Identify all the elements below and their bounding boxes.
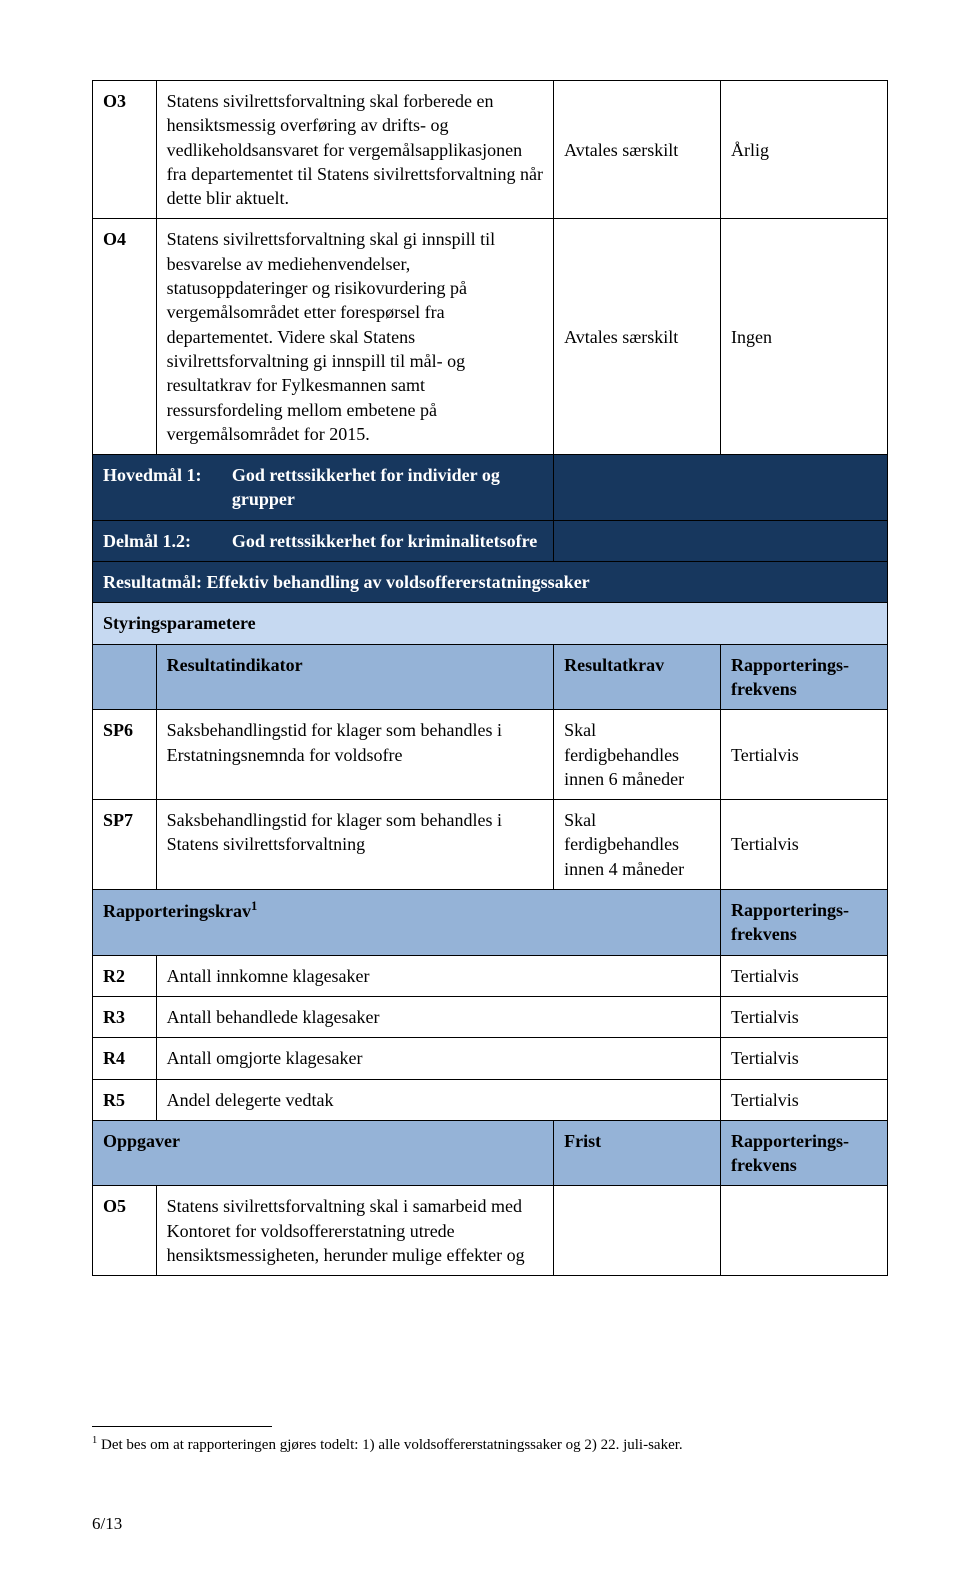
- resultatmal-text: Resultatmål: Effektiv behandling av vold…: [93, 562, 888, 603]
- r2-text: Antall innkomne klagesaker: [156, 955, 720, 996]
- o5-code: O5: [93, 1186, 157, 1276]
- sp7-krav: Skal ferdigbehandles innen 4 måneder: [554, 800, 721, 890]
- sp-header-c4: Rapporterings-frekvens: [721, 644, 888, 710]
- o5-text: Statens sivilrettsforvaltning skal i sam…: [156, 1186, 554, 1276]
- document-table: O3 Statens sivilrettsforvaltning skal fo…: [92, 80, 888, 1276]
- r5-freq: Tertialvis: [721, 1079, 888, 1120]
- sp-header-c3: Resultatkrav: [554, 644, 721, 710]
- o3-code: O3: [93, 81, 157, 219]
- sp6-freq: Tertialvis: [721, 710, 888, 800]
- r4-code: R4: [93, 1038, 157, 1079]
- r2-freq: Tertialvis: [721, 955, 888, 996]
- row-o4: O4 Statens sivilrettsforvaltning skal gi…: [93, 219, 888, 455]
- o3-c3: Avtales særskilt: [554, 81, 721, 219]
- r5-text: Andel delegerte vedtak: [156, 1079, 720, 1120]
- row-sp-header: Resultatindikator Resultatkrav Rapporter…: [93, 644, 888, 710]
- hovedmal-text: God rettssikkerhet for individer og grup…: [222, 455, 553, 520]
- rapporteringskrav-label: Rapporteringskrav1: [93, 890, 721, 956]
- sp7-freq: Tertialvis: [721, 800, 888, 890]
- r3-code: R3: [93, 996, 157, 1037]
- rapporteringskrav-sup: 1: [251, 899, 257, 913]
- o4-code: O4: [93, 219, 157, 455]
- o3-c4: Årlig: [721, 81, 888, 219]
- row-o3: O3 Statens sivilrettsforvaltning skal fo…: [93, 81, 888, 219]
- styringsparametere-text: Styringsparametere: [93, 603, 888, 644]
- o5-c4: [721, 1186, 888, 1276]
- r4-freq: Tertialvis: [721, 1038, 888, 1079]
- sp7-text: Saksbehandlingstid for klager som behand…: [156, 800, 554, 890]
- oppgaver-right: Rapporterings-frekvens: [721, 1120, 888, 1186]
- row-r2: R2 Antall innkomne klagesaker Tertialvis: [93, 955, 888, 996]
- footnote-separator: [92, 1426, 272, 1427]
- r3-text: Antall behandlede klagesaker: [156, 996, 720, 1037]
- r5-code: R5: [93, 1079, 157, 1120]
- delmal-label: Delmål 1.2:: [93, 521, 222, 561]
- oppgaver-frist: Frist: [554, 1120, 721, 1186]
- sp6-krav: Skal ferdigbehandles innen 6 måneder: [554, 710, 721, 800]
- sp6-text: Saksbehandlingstid for klager som behand…: [156, 710, 554, 800]
- row-resultatmal: Resultatmål: Effektiv behandling av vold…: [93, 562, 888, 603]
- sp6-code: SP6: [93, 710, 157, 800]
- sp7-code: SP7: [93, 800, 157, 890]
- row-delmal: Delmål 1.2: God rettssikkerhet for krimi…: [93, 520, 888, 561]
- footnote: 1 Det bes om at rapporteringen gjøres to…: [92, 1435, 888, 1454]
- row-oppgaver: Oppgaver Frist Rapporterings-frekvens: [93, 1120, 888, 1186]
- rapporteringskrav-label-text: Rapporteringskrav: [103, 901, 251, 921]
- page-number: 6/13: [92, 1514, 888, 1534]
- r4-text: Antall omgjorte klagesaker: [156, 1038, 720, 1079]
- o4-text: Statens sivilrettsforvaltning skal gi in…: [156, 219, 554, 455]
- rapporteringskrav-right: Rapporterings-frekvens: [721, 890, 888, 956]
- row-o5: O5 Statens sivilrettsforvaltning skal i …: [93, 1186, 888, 1276]
- row-rapporteringskrav: Rapporteringskrav1 Rapporterings-frekven…: [93, 890, 888, 956]
- o5-c3: [554, 1186, 721, 1276]
- r3-freq: Tertialvis: [721, 996, 888, 1037]
- delmal-text: God rettssikkerhet for kriminalitetsofre: [222, 521, 553, 561]
- sp-header-blank: [93, 644, 157, 710]
- row-hovedmal: Hovedmål 1: God rettssikkerhet for indiv…: [93, 455, 888, 521]
- row-sp6: SP6 Saksbehandlingstid for klager som be…: [93, 710, 888, 800]
- row-r4: R4 Antall omgjorte klagesaker Tertialvis: [93, 1038, 888, 1079]
- row-sp7: SP7 Saksbehandlingstid for klager som be…: [93, 800, 888, 890]
- o4-c3: Avtales særskilt: [554, 219, 721, 455]
- row-r5: R5 Andel delegerte vedtak Tertialvis: [93, 1079, 888, 1120]
- sp-header-c2: Resultatindikator: [156, 644, 554, 710]
- oppgaver-label: Oppgaver: [93, 1120, 554, 1186]
- footnote-text: Det bes om at rapporteringen gjøres tode…: [97, 1437, 682, 1453]
- o4-c4: Ingen: [721, 219, 888, 455]
- r2-code: R2: [93, 955, 157, 996]
- o3-text: Statens sivilrettsforvaltning skal forbe…: [156, 81, 554, 219]
- hovedmal-label: Hovedmål 1:: [93, 455, 222, 520]
- row-styringsparametere: Styringsparametere: [93, 603, 888, 644]
- row-r3: R3 Antall behandlede klagesaker Tertialv…: [93, 996, 888, 1037]
